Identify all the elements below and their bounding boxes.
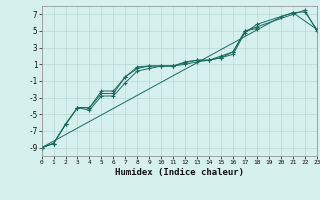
X-axis label: Humidex (Indice chaleur): Humidex (Indice chaleur) <box>115 168 244 177</box>
